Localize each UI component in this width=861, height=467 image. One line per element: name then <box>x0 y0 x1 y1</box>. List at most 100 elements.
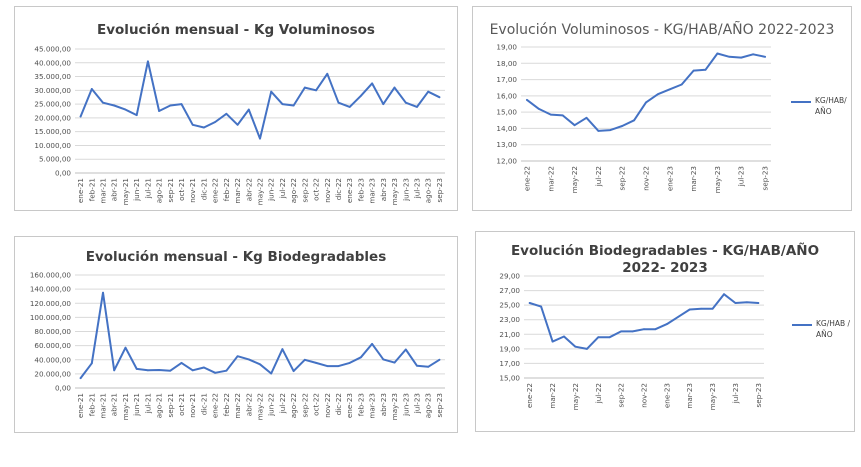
data-point <box>716 52 719 55</box>
legend-swatch <box>792 324 812 326</box>
x-tick-label: mar-23 <box>368 178 377 204</box>
data-point <box>573 124 576 127</box>
x-tick-label: sep-22 <box>618 166 627 190</box>
x-tick-label: jul-23 <box>412 178 421 199</box>
data-point <box>688 308 691 311</box>
data-point <box>677 315 680 318</box>
x-tick-label: mar-23 <box>685 383 694 409</box>
x-tick-label: jun-22 <box>267 393 276 417</box>
data-point <box>740 56 743 59</box>
x-tick-label: feb-21 <box>87 393 96 416</box>
x-tick-label: ago-22 <box>289 178 298 203</box>
data-point <box>180 103 183 106</box>
x-tick-label: jul-21 <box>143 178 152 199</box>
legend-label: KG/HAB /AÑO <box>816 319 851 339</box>
data-point <box>393 361 396 364</box>
data-point <box>728 55 731 58</box>
y-tick-label: 160.000,00 <box>30 271 72 280</box>
data-point <box>315 362 317 364</box>
data-point <box>416 364 418 367</box>
x-tick-label: abr-23 <box>379 178 388 201</box>
x-tick-label: nov-22 <box>323 178 332 203</box>
data-point <box>574 345 577 348</box>
data-point <box>680 83 683 86</box>
y-tick-label: 20.000,00 <box>34 113 71 122</box>
y-tick-label: 15.000,00 <box>34 127 71 136</box>
x-tick-label: mar-21 <box>99 178 108 204</box>
data-point <box>643 328 645 331</box>
y-tick-label: 30.000,00 <box>34 86 71 95</box>
data-point <box>360 94 362 97</box>
data-point <box>393 86 396 89</box>
x-tick-label: sep-22 <box>617 383 626 407</box>
data-point <box>704 68 707 71</box>
x-tick-label: abr-23 <box>379 393 388 416</box>
chart-legend: KG/HAB /AÑO <box>792 318 852 340</box>
x-tick-label: ene-23 <box>345 178 354 203</box>
data-point <box>281 103 284 106</box>
data-point <box>146 60 149 63</box>
y-tick-label: 12,00 <box>496 157 517 166</box>
x-tick-label: jul-22 <box>594 166 603 187</box>
data-point <box>764 55 766 58</box>
data-point <box>169 369 172 372</box>
data-point <box>292 370 295 372</box>
x-tick-label: may-23 <box>708 383 717 410</box>
data-point <box>657 93 659 96</box>
data-point <box>563 335 565 338</box>
legend-label: KG/HAB/ AÑO <box>815 96 847 116</box>
data-point <box>214 121 217 123</box>
data-point <box>259 363 261 366</box>
x-tick-label: mar-22 <box>233 393 242 419</box>
x-tick-label: abr-22 <box>244 393 253 416</box>
y-tick-label: 17,00 <box>496 75 517 84</box>
data-point <box>90 88 93 90</box>
data-point <box>654 328 657 331</box>
x-tick-label: jun-23 <box>401 178 410 202</box>
data-point <box>315 89 317 92</box>
data-point <box>348 105 351 108</box>
y-tick-label: 16,00 <box>496 91 517 100</box>
y-tick-label: 25,00 <box>499 301 520 310</box>
x-tick-label: ene-22 <box>525 383 534 408</box>
x-tick-label: may-22 <box>256 393 265 420</box>
x-tick-label: mar-22 <box>233 178 242 204</box>
data-point <box>326 72 329 75</box>
data-point <box>303 86 306 89</box>
x-tick-label: ene-23 <box>345 393 354 418</box>
line-chart: 15,00 17,00 19,00 21,00 23,00 25,00 27,00 29,00… <box>499 272 764 410</box>
data-point <box>620 330 623 333</box>
data-point <box>692 69 695 72</box>
x-tick-label: may-23 <box>390 178 399 205</box>
data-point <box>303 358 306 361</box>
data-point <box>247 108 250 111</box>
y-tick-label: 14,00 <box>496 124 517 133</box>
x-tick-label: may-22 <box>570 166 579 193</box>
x-tick-label: mar-22 <box>546 166 555 192</box>
data-point <box>745 301 748 304</box>
x-tick-label: nov-22 <box>323 393 332 418</box>
x-tick-label: ene-21 <box>76 178 85 203</box>
line-chart: 0,00 5.000,00 10.000,00 15.000,00 20.000,00 2… <box>34 45 445 205</box>
x-tick-label: jul-23 <box>731 383 740 404</box>
x-tick-label: ene-22 <box>522 166 531 191</box>
x-tick-label: mar-23 <box>689 166 698 192</box>
y-tick-label: 15,00 <box>499 374 520 383</box>
x-tick-label: jul-22 <box>278 178 287 199</box>
data-point <box>633 119 635 122</box>
chart-title: Evolución mensual - Kg Voluminosos <box>97 22 375 38</box>
data-point <box>225 369 228 372</box>
data-point <box>585 347 588 350</box>
y-tick-label: 140.000,00 <box>30 285 72 294</box>
x-tick-label: ene-22 <box>211 393 220 418</box>
data-point <box>259 137 261 140</box>
y-tick-label: 13,00 <box>496 140 517 149</box>
x-tick-label: ene-23 <box>665 166 674 191</box>
x-tick-label: jul-23 <box>412 393 421 414</box>
data-point <box>326 365 329 368</box>
data-point <box>113 104 116 107</box>
data-point <box>191 369 194 372</box>
x-tick-label: jun-21 <box>132 393 141 417</box>
data-point <box>438 96 441 99</box>
data-point <box>90 362 93 365</box>
